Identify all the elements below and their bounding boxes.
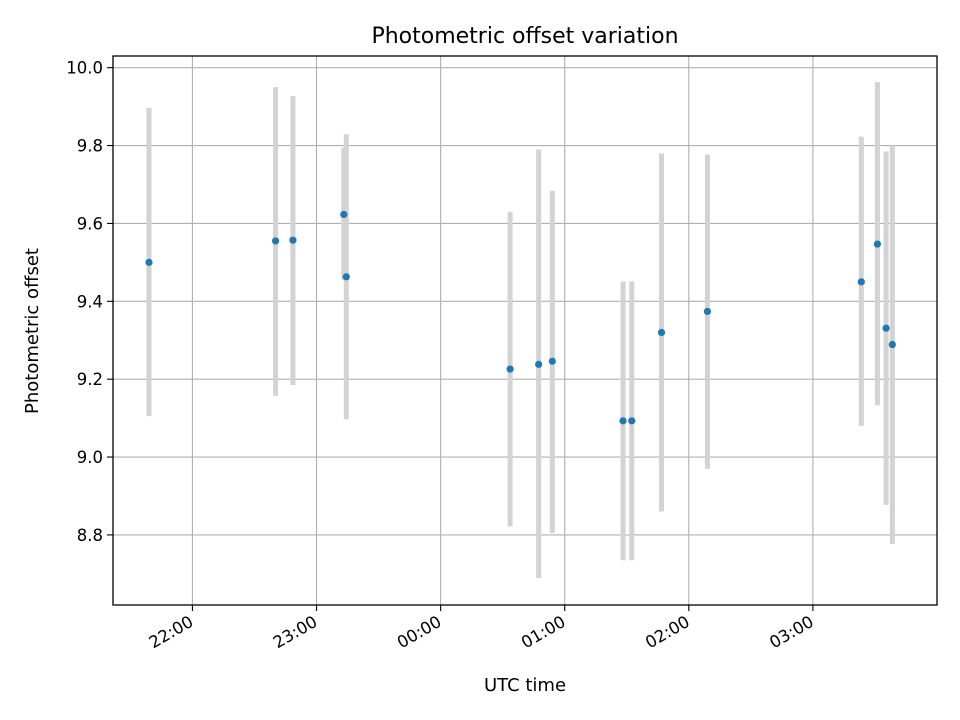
y-axis-label: Photometric offset xyxy=(22,248,43,414)
y-tick-label: 9.4 xyxy=(77,292,103,311)
y-tick-label: 10.0 xyxy=(66,59,103,78)
chart-title: Photometric offset variation xyxy=(371,24,678,49)
data-point xyxy=(535,360,543,368)
data-point xyxy=(619,417,627,425)
data-point xyxy=(342,273,350,281)
data-point xyxy=(657,328,666,337)
y-tick-label: 9.8 xyxy=(77,137,103,156)
data-point xyxy=(873,240,882,248)
y-tick-label: 9.0 xyxy=(77,448,103,467)
data-point xyxy=(888,340,896,349)
data-point xyxy=(548,357,556,365)
data-points xyxy=(145,210,896,425)
y-tick-label: 9.2 xyxy=(77,370,103,389)
data-point xyxy=(145,258,153,266)
data-point xyxy=(289,236,297,244)
x-axis-label: UTC time xyxy=(484,675,566,696)
y-axis-ticks: 8.8 9.0 9.2 9.4 9.6 9.8 10.0 xyxy=(66,59,113,545)
data-point xyxy=(857,278,865,286)
y-tick-label: 9.6 xyxy=(77,214,103,233)
data-point xyxy=(703,307,712,316)
data-point xyxy=(340,210,348,219)
y-tick-label: 8.8 xyxy=(77,526,103,545)
plot-frame xyxy=(112,55,938,606)
data-point xyxy=(628,417,636,425)
data-point xyxy=(271,237,280,245)
grid xyxy=(113,56,937,605)
data-point xyxy=(882,324,890,332)
data-point xyxy=(506,365,514,373)
